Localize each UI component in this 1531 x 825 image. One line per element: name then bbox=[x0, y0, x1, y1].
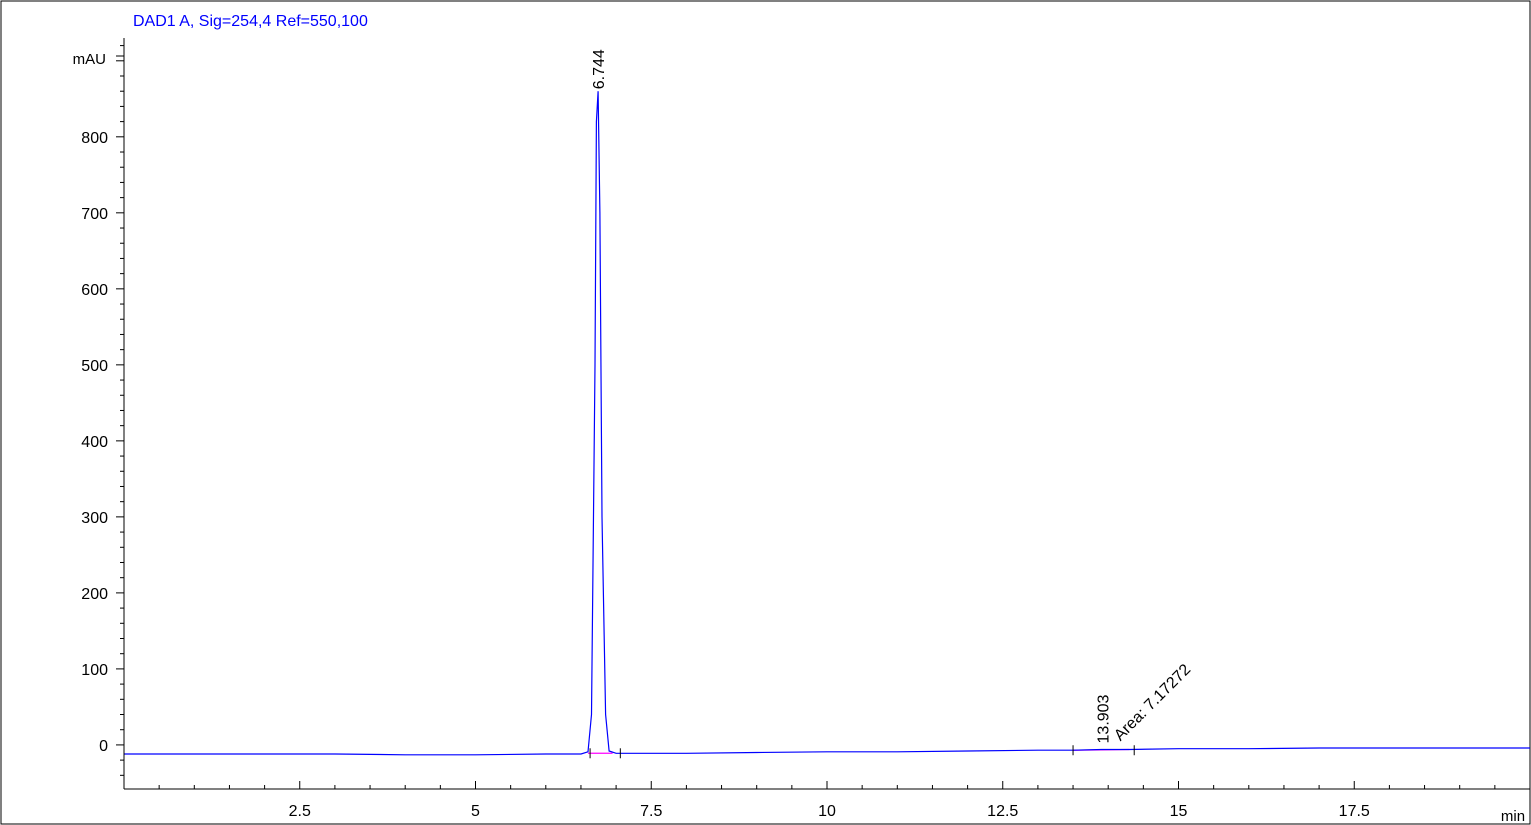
y-tick-label: 300 bbox=[81, 510, 108, 527]
x-tick-label: 12.5 bbox=[987, 803, 1018, 820]
y-tick-label: 500 bbox=[81, 358, 108, 375]
signal-trace bbox=[124, 91, 1530, 756]
y-tick-label: 200 bbox=[81, 586, 108, 603]
x-tick-label: 2.5 bbox=[289, 803, 311, 820]
peak-label: 13.903 bbox=[1095, 694, 1112, 743]
y-tick-label: 800 bbox=[81, 130, 108, 147]
x-tick-label: 10 bbox=[818, 803, 836, 820]
y-axis-unit-label: mAU bbox=[73, 51, 106, 68]
x-tick-label: 17.5 bbox=[1339, 803, 1370, 820]
y-tick-label: 0 bbox=[99, 738, 108, 755]
peak-label: 6.744 bbox=[591, 49, 608, 89]
plot-area bbox=[124, 91, 1530, 756]
y-tick-label: 100 bbox=[81, 662, 108, 679]
y-tick-label: 600 bbox=[81, 282, 108, 299]
y-tick-label: 700 bbox=[81, 206, 108, 223]
x-axis-unit-label: min bbox=[1501, 808, 1525, 825]
axes: mAU min 0 100 200 300 400 500 600 700 800 2.5 5 7.5… bbox=[73, 38, 1530, 825]
x-tick-label: 7.5 bbox=[640, 803, 662, 820]
y-tick-label: 400 bbox=[81, 434, 108, 451]
chart-title: DAD1 A, Sig=254,4 Ref=550,100 bbox=[133, 13, 368, 30]
x-tick-label: 5 bbox=[471, 803, 480, 820]
x-tick-label: 15 bbox=[1170, 803, 1188, 820]
